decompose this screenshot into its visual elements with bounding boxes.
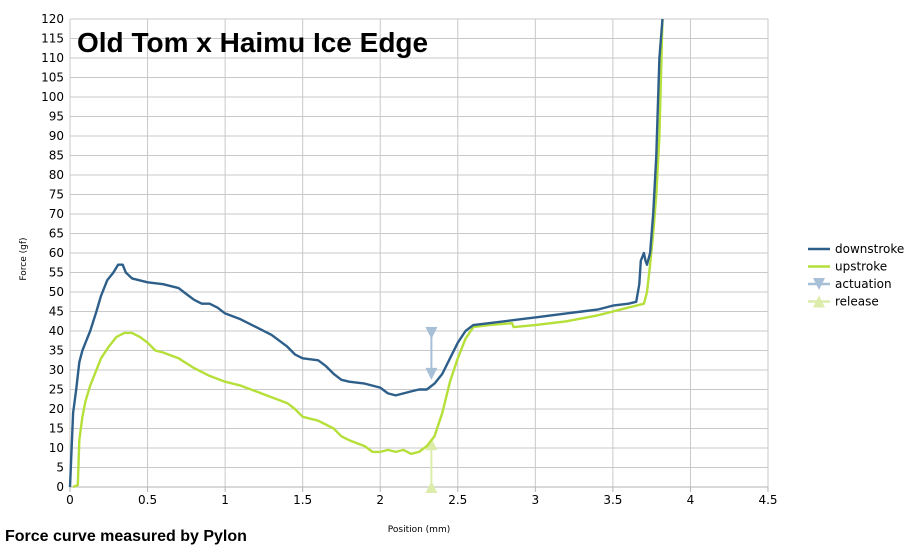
legend-label-upstroke: upstroke <box>835 260 887 274</box>
series-marker-actuation <box>425 326 438 339</box>
x-tick-label: 1.5 <box>293 493 312 507</box>
legend-marker-release <box>813 295 825 308</box>
series-downstroke <box>68 18 664 488</box>
y-tick-label: 35 <box>49 344 64 358</box>
y-tick-label: 75 <box>49 188 64 202</box>
y-tick-label: 115 <box>41 32 64 46</box>
x-axis-title: Position (mm) <box>388 525 450 535</box>
y-tick-label: 90 <box>49 129 64 143</box>
x-tick-label: 2 <box>376 493 384 507</box>
y-tick-label: 10 <box>49 441 64 455</box>
y-tick-label: 25 <box>49 383 64 397</box>
y-tick-label: 0 <box>56 480 64 494</box>
y-tick-label: 100 <box>41 90 64 104</box>
x-tick-label: 0.5 <box>138 493 157 507</box>
chart-grid <box>69 18 769 492</box>
series-marker-release <box>425 481 438 493</box>
chart-series <box>68 18 664 493</box>
y-tick-label: 95 <box>49 110 64 124</box>
legend-label-actuation: actuation <box>835 277 892 291</box>
legend-label-downstroke: downstroke <box>835 242 904 256</box>
series-line-upstroke <box>72 18 664 489</box>
x-tick-labels: 0 0.5 1 1.5 2 2.5 3 3.5 4 4.5 <box>66 493 777 507</box>
y-tick-label: 15 <box>49 422 64 436</box>
y-tick-labels: 0 5 10 15 20 25 30 35 40 45 50 55 60 65 70 75 80 85 90 95 10… <box>41 12 64 494</box>
y-tick-label: 45 <box>49 305 64 319</box>
footnote: Force curve measured by Pylon <box>5 528 247 545</box>
y-axis-title: Force (gf) <box>19 237 29 280</box>
x-tick-label: 1 <box>221 493 229 507</box>
y-tick-label: 120 <box>41 12 64 26</box>
y-tick-label: 50 <box>49 285 64 299</box>
y-tick-label: 80 <box>49 168 64 182</box>
y-tick-label: 55 <box>49 266 64 280</box>
series-marker-actuation <box>425 367 438 380</box>
legend-label-release: release <box>835 295 879 309</box>
x-tick-label: 2.5 <box>448 493 467 507</box>
x-tick-label: 4 <box>687 493 695 507</box>
y-tick-label: 85 <box>49 149 64 163</box>
y-tick-label: 105 <box>41 71 64 85</box>
x-tick-label: 3.5 <box>603 493 622 507</box>
y-tick-label: 110 <box>41 51 64 65</box>
series-release <box>425 438 438 493</box>
y-tick-label: 60 <box>49 246 64 260</box>
x-tick-label: 4.5 <box>758 493 777 507</box>
y-tick-label: 70 <box>49 207 64 221</box>
y-tick-label: 5 <box>56 461 64 475</box>
chart-legend: downstroke upstroke actuation release <box>808 242 904 309</box>
series-upstroke <box>72 18 664 489</box>
y-tick-label: 30 <box>49 363 64 377</box>
y-tick-label: 20 <box>49 402 64 416</box>
x-tick-label: 0 <box>66 493 74 507</box>
series-line-downstroke <box>68 18 664 488</box>
series-actuation <box>425 326 438 380</box>
chart-title: Old Tom x Haimu Ice Edge <box>77 27 428 58</box>
legend-marker-actuation <box>813 278 825 290</box>
x-tick-label: 3 <box>532 493 540 507</box>
y-tick-label: 65 <box>49 227 64 241</box>
series-marker-release <box>425 438 438 451</box>
y-tick-label: 40 <box>49 324 64 338</box>
